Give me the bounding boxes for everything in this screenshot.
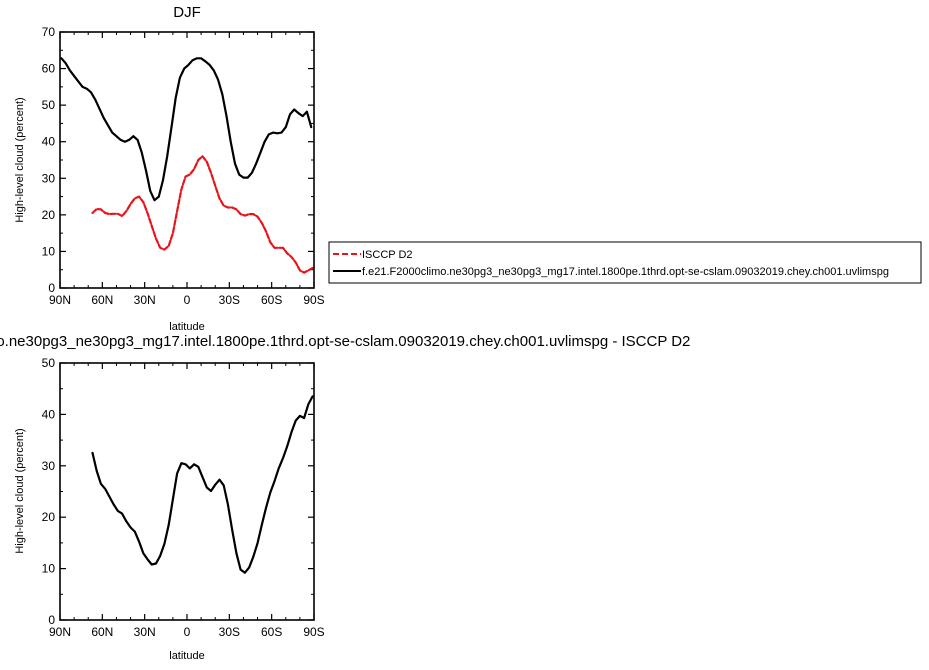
chart-bottom-x-label: latitude [169,650,204,662]
y-tick-label: 50 [42,98,56,112]
x-tick-label: 90S [303,625,324,639]
chart-bottom-y-axis: 0 10 20 30 40 50 [42,356,314,627]
chart-top-x-axis: 90N 60N 30N 0 30S 60S 90S [49,32,325,307]
x-tick-label: 0 [184,293,191,307]
chart-bottom-series-group [91,395,314,574]
chart-top-series-line-1 [60,57,313,202]
y-tick-label: 60 [42,62,56,76]
chart-top-legend: ISCCP D2 f.e21.F2000climo.ne30pg3_ne30pg… [328,241,922,284]
x-tick-label: 30N [134,625,156,639]
x-tick-label: 0 [184,625,191,639]
x-tick-label: 30N [134,293,156,307]
x-tick-label: 90S [303,293,324,307]
chart-top-y-label: High-level cloud (percent) [14,97,26,222]
chart-bottom: f.e21.F2000climo.ne30pg3_ne30pg3_mg17.in… [0,333,690,662]
chart-top-series-group [60,57,314,274]
x-tick-label: 30S [219,625,240,639]
chart-bottom-plot-frame [59,362,315,621]
x-tick-label: 60N [91,625,113,639]
chart-top-y-axis: 0 10 20 30 40 50 60 70 [42,25,314,295]
chart-bottom-title: f.e21.F2000climo.ne30pg3_ne30pg3_mg17.in… [0,333,690,350]
y-tick-label: 0 [48,281,55,295]
y-tick-label: 70 [42,25,56,39]
x-tick-label: 30S [219,293,240,307]
legend-label-isccp: ISCCP D2 [362,249,413,261]
chart-top-series-line-0 [91,155,314,274]
y-tick-label: 10 [42,244,56,258]
chart-bottom-x-axis: 90N 60N 30N 0 30S 60S 90S [49,363,325,639]
y-tick-label: 20 [42,510,56,524]
chart-top-x-label: latitude [169,321,204,333]
x-tick-label: 90N [49,625,71,639]
y-tick-label: 20 [42,208,56,222]
y-tick-label: 40 [42,135,56,149]
chart-bottom-series-line-0 [91,395,314,574]
x-tick-label: 60N [91,293,113,307]
legend-box [328,241,922,284]
x-tick-label: 60S [261,625,282,639]
chart-top-title: DJF [173,4,201,21]
chart-bottom-y-label: High-level cloud (percent) [14,428,26,553]
legend-label-model: f.e21.F2000climo.ne30pg3_ne30pg3_mg17.in… [362,266,889,278]
y-tick-label: 0 [48,613,55,627]
y-tick-label: 40 [42,407,56,421]
y-tick-label: 50 [42,356,56,370]
x-tick-label: 90N [49,293,71,307]
x-tick-label: 60S [261,293,282,307]
y-tick-label: 10 [42,562,56,576]
y-tick-label: 30 [42,459,56,473]
chart-top-plot-frame [59,31,315,289]
y-tick-label: 30 [42,171,56,185]
